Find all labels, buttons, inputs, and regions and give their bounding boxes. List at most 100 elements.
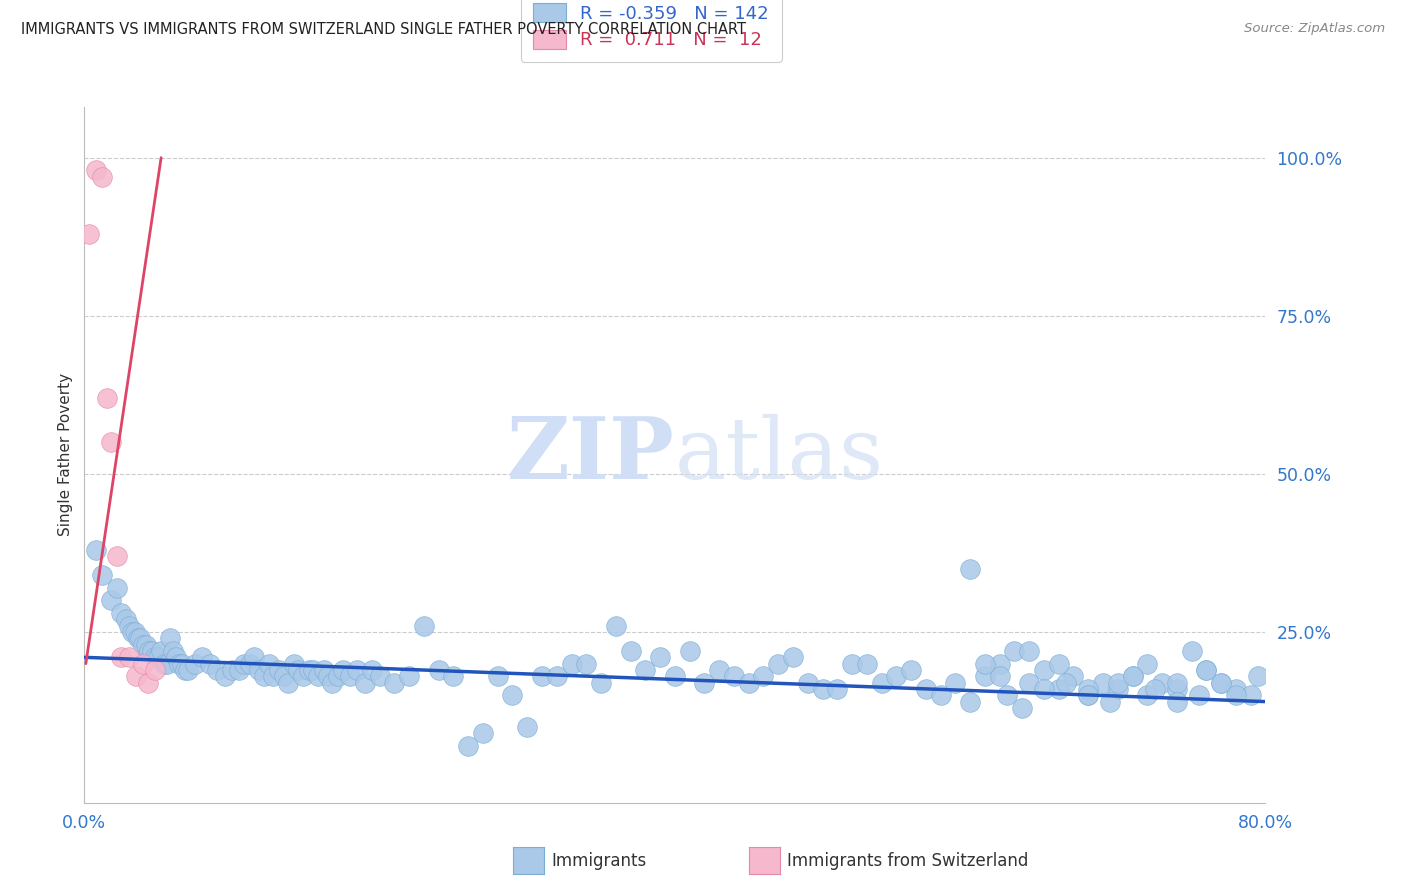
- Point: [1107, 675, 1129, 690]
- Point: [988, 657, 1011, 671]
- Point: [232, 657, 254, 671]
- Point: [91, 568, 114, 582]
- Point: [797, 675, 820, 690]
- Point: [1033, 663, 1056, 677]
- Point: [472, 726, 495, 740]
- Point: [105, 549, 128, 563]
- Point: [995, 688, 1018, 702]
- Point: [153, 657, 176, 671]
- Point: [114, 612, 136, 626]
- Point: [1195, 663, 1218, 677]
- Point: [1047, 657, 1070, 671]
- Point: [1240, 688, 1263, 702]
- Point: [1166, 695, 1188, 709]
- Point: [273, 669, 295, 683]
- Point: [162, 644, 184, 658]
- Point: [709, 663, 731, 677]
- Point: [129, 632, 152, 646]
- Point: [346, 663, 368, 677]
- Point: [167, 657, 190, 671]
- Point: [150, 644, 173, 658]
- Point: [1077, 681, 1099, 696]
- Point: [870, 675, 893, 690]
- Point: [1150, 675, 1173, 690]
- Point: [127, 632, 149, 646]
- Text: ZIP: ZIP: [508, 413, 675, 497]
- Point: [361, 663, 384, 677]
- Point: [1122, 669, 1144, 683]
- Point: [257, 657, 280, 671]
- Legend: R = -0.359   N = 142, R =  0.711   N =  12: R = -0.359 N = 142, R = 0.711 N = 12: [520, 0, 782, 62]
- Point: [277, 675, 299, 690]
- Point: [221, 663, 243, 677]
- Point: [1054, 675, 1077, 690]
- Point: [77, 227, 100, 241]
- Point: [413, 618, 436, 632]
- Point: [398, 669, 420, 683]
- Point: [307, 669, 329, 683]
- Point: [328, 669, 350, 683]
- Point: [501, 688, 523, 702]
- Point: [752, 669, 775, 683]
- Point: [605, 618, 627, 632]
- Point: [1077, 688, 1099, 702]
- Point: [531, 669, 554, 683]
- Point: [138, 644, 160, 658]
- Point: [84, 542, 107, 557]
- Point: [291, 669, 314, 683]
- Point: [214, 669, 236, 683]
- Point: [679, 644, 702, 658]
- Point: [332, 663, 354, 677]
- Point: [620, 644, 643, 658]
- Point: [1188, 688, 1211, 702]
- Point: [693, 675, 716, 690]
- Point: [738, 675, 761, 690]
- Point: [768, 657, 790, 671]
- Point: [302, 663, 325, 677]
- Point: [1181, 644, 1204, 658]
- Text: Source: ZipAtlas.com: Source: ZipAtlas.com: [1244, 22, 1385, 36]
- Point: [141, 644, 163, 658]
- Point: [516, 720, 538, 734]
- Point: [159, 632, 181, 646]
- Point: [974, 669, 997, 683]
- Point: [1047, 681, 1070, 696]
- Point: [191, 650, 214, 665]
- Point: [170, 657, 193, 671]
- Point: [339, 669, 361, 683]
- Point: [988, 669, 1011, 683]
- Text: Immigrants: Immigrants: [551, 852, 647, 870]
- Point: [1225, 688, 1247, 702]
- Point: [207, 663, 229, 677]
- Point: [546, 669, 568, 683]
- Point: [243, 650, 266, 665]
- Point: [900, 663, 922, 677]
- Y-axis label: Single Father Poverty: Single Father Poverty: [58, 374, 73, 536]
- Point: [1004, 644, 1026, 658]
- Point: [165, 650, 187, 665]
- Point: [118, 650, 141, 665]
- Point: [443, 669, 465, 683]
- Point: [184, 657, 207, 671]
- Point: [1107, 681, 1129, 696]
- Point: [1018, 675, 1040, 690]
- Text: atlas: atlas: [675, 413, 884, 497]
- Point: [321, 675, 343, 690]
- Point: [929, 688, 952, 702]
- Text: Immigrants from Switzerland: Immigrants from Switzerland: [787, 852, 1029, 870]
- Point: [132, 638, 155, 652]
- Point: [1247, 669, 1270, 683]
- Point: [143, 650, 166, 665]
- Point: [1099, 695, 1122, 709]
- Point: [198, 657, 221, 671]
- Point: [1122, 669, 1144, 683]
- Point: [100, 435, 122, 450]
- Point: [959, 695, 981, 709]
- Point: [1225, 681, 1247, 696]
- Point: [427, 663, 450, 677]
- Point: [486, 669, 509, 683]
- Point: [121, 625, 143, 640]
- Point: [287, 663, 309, 677]
- Point: [132, 657, 155, 671]
- Point: [118, 618, 141, 632]
